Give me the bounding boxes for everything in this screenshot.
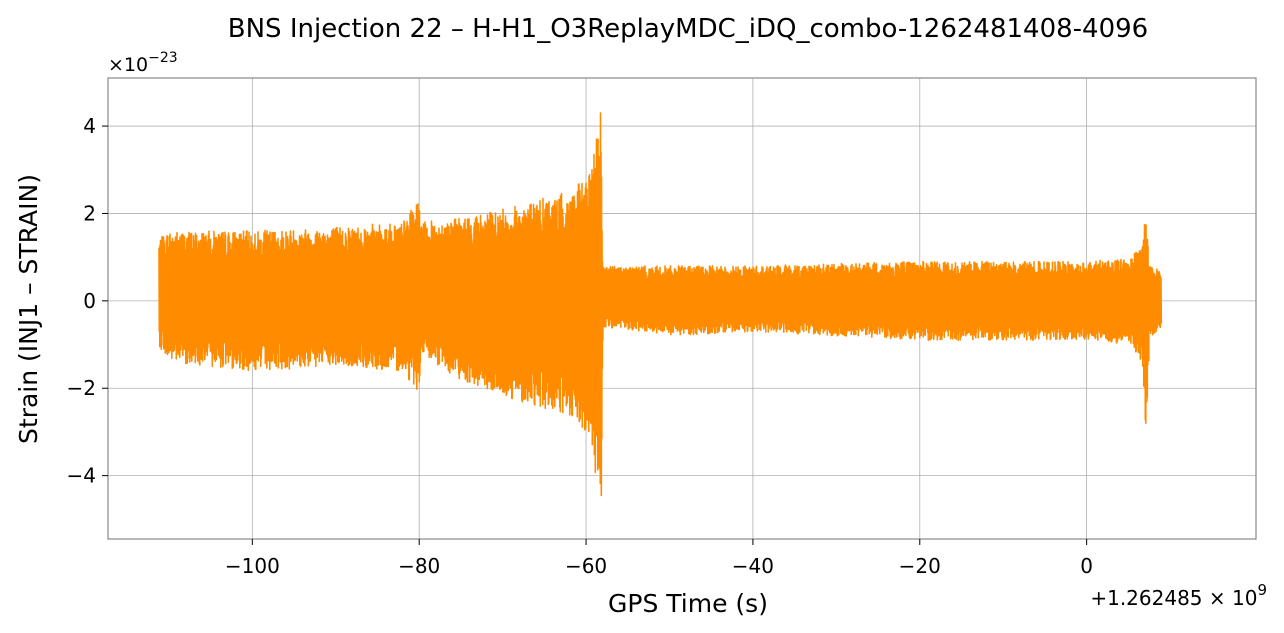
- x-offset-base: +1.262485 × 10: [1090, 586, 1257, 610]
- y-multiplier-base: ×10: [108, 54, 148, 76]
- y-multiplier: ×10−23: [108, 50, 178, 76]
- strain-series-line: [158, 112, 1163, 497]
- x-tick-label: −40: [732, 554, 774, 578]
- y-tick-label: 0: [83, 289, 96, 313]
- y-tick-label: 2: [83, 201, 96, 225]
- x-offset-exponent: 9: [1257, 581, 1267, 599]
- x-axis-ticks: −100 −80 −60 −40 −20 0: [225, 539, 1093, 578]
- y-axis-ticks: −4 −2 0 2 4: [67, 114, 108, 488]
- y-axis-label: Strain (INJ1 – STRAIN): [14, 174, 43, 444]
- y-tick-label: 4: [83, 114, 96, 138]
- x-tick-label: −60: [565, 554, 607, 578]
- chart-title: BNS Injection 22 – H-H1_O3ReplayMDC_iDQ_…: [228, 14, 1148, 44]
- x-axis-label: GPS Time (s): [608, 589, 768, 618]
- y-tick-label: −2: [67, 376, 96, 400]
- x-tick-label: −100: [225, 554, 280, 578]
- series-layer: [158, 112, 1163, 497]
- x-tick-label: −20: [899, 554, 941, 578]
- x-tick-label: 0: [1080, 554, 1093, 578]
- x-offset-label: +1.262485 × 109: [1090, 581, 1267, 610]
- x-tick-label: −80: [398, 554, 440, 578]
- y-multiplier-exponent: −23: [148, 50, 178, 66]
- plot-frame: [107, 77, 1257, 540]
- y-tick-label: −4: [67, 464, 96, 488]
